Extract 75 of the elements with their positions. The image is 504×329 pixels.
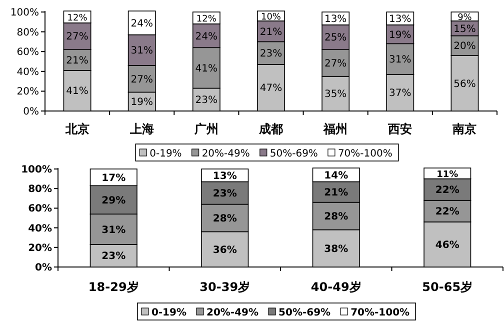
y-tick-label: 20% bbox=[16, 86, 39, 98]
y-tick-label: 0% bbox=[23, 106, 39, 118]
x-tick-label: 18-29岁 bbox=[88, 280, 139, 294]
data-label: 21% bbox=[324, 188, 348, 199]
data-label: 13% bbox=[212, 170, 237, 182]
data-label: 24% bbox=[195, 31, 218, 42]
y-tick-label: 100% bbox=[10, 7, 39, 18]
x-tick-label: 成都 bbox=[258, 122, 283, 136]
legend-label: 0-19% bbox=[150, 148, 182, 160]
y-tick-label: 40% bbox=[16, 66, 39, 78]
data-label: 38% bbox=[324, 244, 348, 255]
data-label: 19% bbox=[130, 97, 153, 108]
data-label: 41% bbox=[66, 86, 88, 98]
data-label: 37% bbox=[389, 88, 412, 100]
x-tick-label: 50-65岁 bbox=[422, 280, 473, 294]
data-label: 23% bbox=[212, 188, 237, 200]
legend-label: 70%-100% bbox=[350, 308, 410, 318]
x-tick-label: 南京 bbox=[452, 122, 477, 136]
data-label: 13% bbox=[324, 14, 347, 25]
data-label: 36% bbox=[212, 244, 237, 256]
data-label: 23% bbox=[260, 48, 282, 60]
data-label: 12% bbox=[196, 14, 217, 24]
legend-label: 50%-69% bbox=[278, 308, 331, 318]
y-tick-label: 60% bbox=[28, 204, 52, 215]
data-label: 13% bbox=[389, 14, 412, 25]
x-tick-label: 福州 bbox=[322, 122, 348, 136]
y-tick-label: 80% bbox=[28, 184, 52, 196]
data-label: 27% bbox=[324, 58, 347, 70]
x-tick-label: 30-39岁 bbox=[200, 280, 250, 294]
y-tick-label: 20% bbox=[28, 242, 52, 254]
data-label: 19% bbox=[389, 30, 412, 41]
legend-label: 50%-69% bbox=[270, 148, 318, 160]
data-label: 23% bbox=[102, 251, 126, 262]
data-label: 11% bbox=[436, 170, 458, 180]
data-label: 15% bbox=[454, 24, 476, 35]
data-label: 46% bbox=[435, 240, 460, 251]
y-tick-label: 0% bbox=[35, 262, 52, 274]
x-tick-label: 广州 bbox=[193, 122, 218, 136]
y-tick-label: 100% bbox=[21, 164, 52, 176]
legend-label: 70%-100% bbox=[338, 148, 392, 160]
data-label: 10% bbox=[260, 12, 282, 22]
x-tick-label: 40-49岁 bbox=[310, 280, 362, 294]
x-tick-label: 西安 bbox=[387, 122, 412, 136]
data-label: 17% bbox=[102, 172, 126, 184]
data-label: 31% bbox=[102, 224, 126, 236]
data-label: 12% bbox=[67, 13, 88, 24]
data-label: 56% bbox=[454, 78, 476, 90]
data-label: 29% bbox=[102, 195, 126, 206]
data-label: 21% bbox=[66, 56, 88, 67]
data-label: 28% bbox=[324, 212, 348, 223]
data-label: 41% bbox=[195, 63, 218, 74]
data-label: 23% bbox=[195, 95, 218, 106]
y-tick-label: 40% bbox=[28, 223, 52, 234]
data-label: 9% bbox=[458, 12, 472, 23]
data-label: 31% bbox=[130, 46, 153, 57]
data-label: 47% bbox=[260, 83, 282, 94]
data-label: 25% bbox=[324, 32, 347, 44]
data-label: 35% bbox=[324, 89, 347, 100]
legend-label: 0-19% bbox=[151, 308, 186, 318]
data-label: 21% bbox=[260, 26, 282, 38]
data-label: 14% bbox=[324, 170, 348, 182]
x-tick-label: 北京 bbox=[64, 122, 90, 136]
data-label: 22% bbox=[435, 206, 460, 218]
y-tick-label: 60% bbox=[16, 47, 39, 58]
legend-label: 20%-49% bbox=[206, 308, 259, 318]
data-label: 27% bbox=[66, 32, 88, 43]
data-label: 28% bbox=[212, 213, 237, 224]
y-tick-label: 80% bbox=[16, 27, 39, 38]
data-label: 31% bbox=[389, 54, 412, 66]
legend-label: 20%-49% bbox=[202, 148, 250, 160]
data-label: 20% bbox=[454, 41, 476, 52]
data-label: 22% bbox=[435, 185, 460, 196]
data-label: 27% bbox=[130, 74, 153, 86]
data-label: 24% bbox=[130, 18, 153, 30]
x-tick-label: 上海 bbox=[128, 122, 154, 136]
